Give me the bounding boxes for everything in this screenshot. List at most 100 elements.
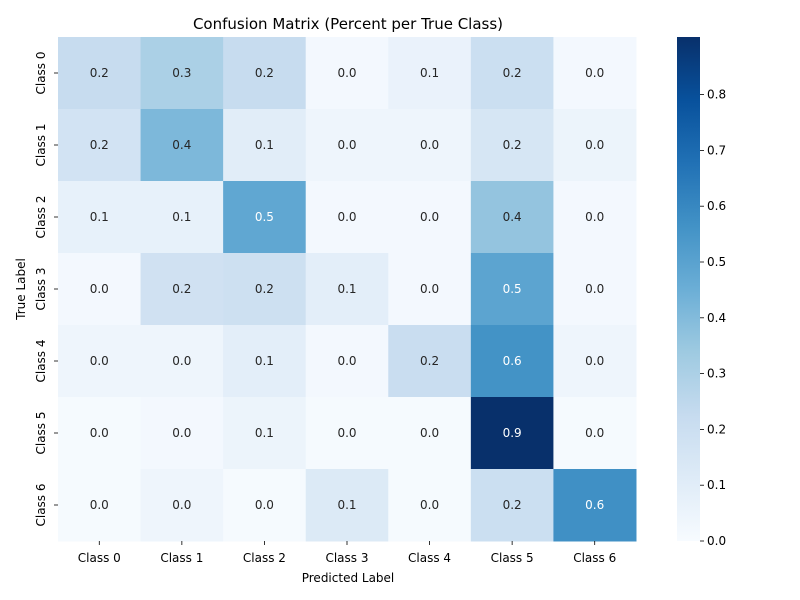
cell-annotation-r1-c1: 0.4	[172, 138, 191, 152]
colorbar-tick-label: 0.3	[707, 367, 726, 381]
y-tick-label: Class 6	[34, 483, 48, 526]
y-tick-label: Class 3	[34, 267, 48, 310]
heatmap-cell-r6-c2	[223, 469, 307, 542]
heatmap-cell-r4-c4	[388, 325, 472, 398]
heatmap-cell-r2-c2	[223, 181, 307, 254]
heatmap-cell-r1-c6	[553, 109, 637, 182]
cell-annotation-r4-c6: 0.0	[585, 354, 604, 368]
cell-annotation-r3-c5: 0.5	[503, 282, 522, 296]
cell-annotation-r0-c2: 0.2	[255, 66, 274, 80]
heatmap-cell-r2-c5	[470, 181, 554, 254]
cell-annotation-r5-c5: 0.9	[503, 426, 522, 440]
cell-annotation-r4-c4: 0.2	[420, 354, 439, 368]
colorbar: 0.0 0.1 0.2 0.3 0.4 0.5 0.6 0.7 0.8	[677, 37, 726, 548]
cell-annotation-r1-c6: 0.0	[585, 138, 604, 152]
heatmap-cell-r6-c5	[470, 469, 554, 542]
colorbar-tick-label: 0.5	[707, 255, 726, 269]
heatmap-cell-r2-c1	[140, 181, 224, 254]
y-axis-label: True Label	[14, 258, 28, 321]
colorbar-tick-label: 0.4	[707, 311, 726, 325]
heatmap-cells	[58, 37, 637, 542]
cell-annotation-r3-c2: 0.2	[255, 282, 274, 296]
heatmap-cell-r4-c1	[140, 325, 224, 398]
cell-annotation-r1-c5: 0.2	[503, 138, 522, 152]
colorbar-tick-label: 0.1	[707, 478, 726, 492]
heatmap-cell-r5-c0	[58, 397, 142, 470]
heatmap-cell-r2-c6	[553, 181, 637, 254]
y-tick-label: Class 5	[34, 411, 48, 454]
colorbar-tick-label: 0.7	[707, 143, 726, 157]
heatmap-cell-r3-c0	[58, 253, 142, 326]
y-tick-label: Class 2	[34, 195, 48, 238]
x-tick-label: Class 4	[408, 551, 451, 565]
heatmap-cell-r4-c2	[223, 325, 307, 398]
cell-annotation-r3-c6: 0.0	[585, 282, 604, 296]
heatmap-cell-r3-c5	[470, 253, 554, 326]
heatmap-cell-r1-c4	[388, 109, 472, 182]
heatmap-cell-r0-c4	[388, 37, 472, 110]
cell-annotation-r1-c4: 0.0	[420, 138, 439, 152]
cell-annotation-r6-c5: 0.2	[503, 498, 522, 512]
cell-annotation-r4-c0: 0.0	[90, 354, 109, 368]
cell-annotation-r0-c3: 0.0	[337, 66, 356, 80]
x-tick-label: Class 2	[243, 551, 286, 565]
heatmap-cell-r6-c1	[140, 469, 224, 542]
cell-annotation-r3-c3: 0.1	[337, 282, 356, 296]
x-axis-label: Predicted Label	[302, 571, 395, 585]
cell-annotation-r1-c0: 0.2	[90, 138, 109, 152]
x-tick-label: Class 5	[491, 551, 534, 565]
chart-title: Confusion Matrix (Percent per True Class…	[193, 15, 503, 33]
heatmap-cell-r3-c2	[223, 253, 307, 326]
cell-annotation-r1-c3: 0.0	[337, 138, 356, 152]
heatmap-cell-r5-c3	[305, 397, 389, 470]
cell-annotation-r6-c3: 0.1	[337, 498, 356, 512]
cell-annotation-r5-c0: 0.0	[90, 426, 109, 440]
heatmap-cell-r2-c4	[388, 181, 472, 254]
heatmap-cell-r1-c3	[305, 109, 389, 182]
colorbar-tick-label: 0.2	[707, 422, 726, 436]
heatmap-cell-r4-c3	[305, 325, 389, 398]
x-tick-label: Class 0	[78, 551, 121, 565]
cell-annotation-r2-c3: 0.0	[337, 210, 356, 224]
cell-annotation-r4-c2: 0.1	[255, 354, 274, 368]
heatmap-cell-r0-c2	[223, 37, 307, 110]
heatmap-cell-r4-c0	[58, 325, 142, 398]
x-tick-label: Class 6	[573, 551, 616, 565]
cell-annotation-r5-c1: 0.0	[172, 426, 191, 440]
x-axis-ticks: Class 0 Class 1 Class 2 Class 3 Class 4 Class…	[78, 541, 616, 565]
cell-annotation-r2-c0: 0.1	[90, 210, 109, 224]
cell-annotation-r4-c1: 0.0	[172, 354, 191, 368]
cell-annotation-r2-c1: 0.1	[172, 210, 191, 224]
colorbar-tick-label: 0.0	[707, 534, 726, 548]
heatmap-cell-r2-c0	[58, 181, 142, 254]
heatmap-cell-r5-c2	[223, 397, 307, 470]
cell-annotation-r0-c0: 0.2	[90, 66, 109, 80]
heatmap-cell-r6-c0	[58, 469, 142, 542]
cell-annotation-r2-c5: 0.4	[503, 210, 522, 224]
y-tick-label: Class 1	[34, 123, 48, 166]
cell-annotation-r0-c6: 0.0	[585, 66, 604, 80]
cell-annotation-r5-c4: 0.0	[420, 426, 439, 440]
cell-annotation-r4-c5: 0.6	[503, 354, 522, 368]
cell-annotation-r6-c1: 0.0	[172, 498, 191, 512]
heatmap-cell-r1-c2	[223, 109, 307, 182]
heatmap-cell-r5-c5	[470, 397, 554, 470]
heatmap-cell-r2-c3	[305, 181, 389, 254]
cell-annotation-r2-c4: 0.0	[420, 210, 439, 224]
cell-annotation-r3-c0: 0.0	[90, 282, 109, 296]
heatmap-cell-r0-c0	[58, 37, 142, 110]
cell-annotations: 0.2 0.3 0.2 0.0 0.1 0.2 0.0 0.2 0.4 0.1 0.0 0.0 0.2 0…	[90, 66, 605, 512]
heatmap-cell-r3-c4	[388, 253, 472, 326]
cell-annotation-r1-c2: 0.1	[255, 138, 274, 152]
cell-annotation-r4-c3: 0.0	[337, 354, 356, 368]
heatmap-cell-r6-c3	[305, 469, 389, 542]
heatmap-cell-r6-c4	[388, 469, 472, 542]
y-axis-ticks: Class 0 Class 1 Class 2 Class 3 Class 4 Class…	[34, 51, 58, 527]
colorbar-tick-label: 0.6	[707, 199, 726, 213]
heatmap-cell-r6-c6	[553, 469, 637, 542]
heatmap-cell-r1-c0	[58, 109, 142, 182]
heatmap-cell-r4-c5	[470, 325, 554, 398]
x-tick-label: Class 3	[325, 551, 368, 565]
colorbar-tick-label: 0.8	[707, 88, 726, 102]
